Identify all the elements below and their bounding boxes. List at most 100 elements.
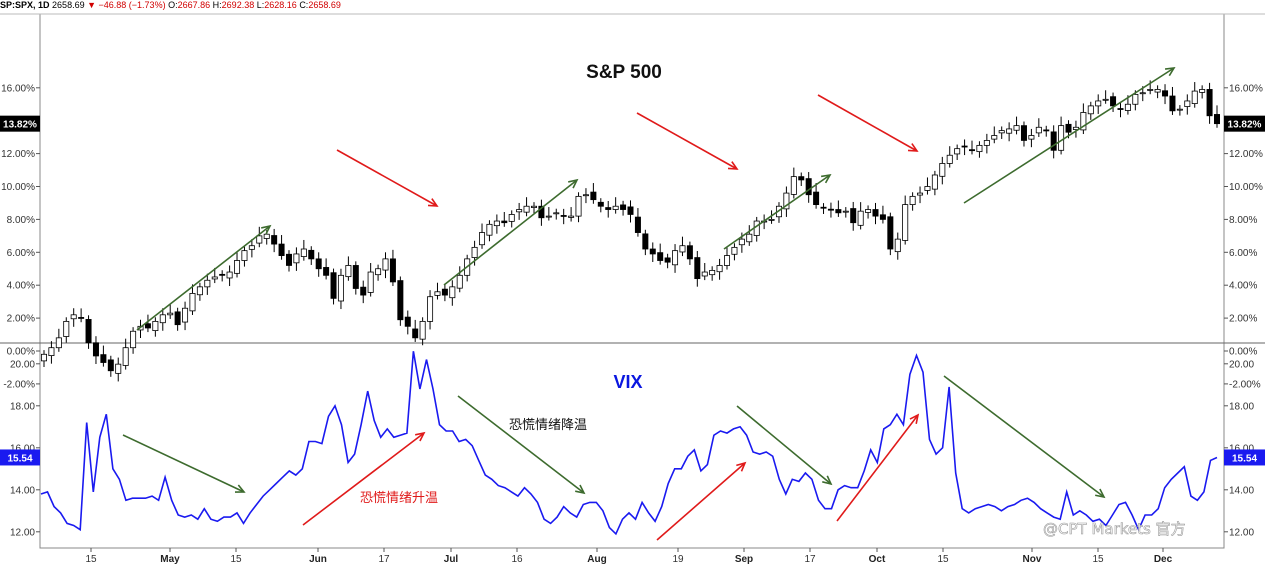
spx-tick-label-left: 2.00% (7, 314, 35, 325)
candle-up (1087, 105, 1094, 115)
x-tick-label: Jul (444, 554, 459, 565)
vix-down-arrow-shaft (457, 395, 585, 494)
candle-up (375, 268, 382, 276)
candle-down (389, 258, 396, 283)
spx-up-arrow (443, 178, 579, 286)
spx-title: S&P 500 (586, 62, 662, 83)
vix-tick-label-right: 12.00 (1229, 527, 1254, 538)
candle-down (642, 233, 649, 250)
spx-tick-label-right: 6.00% (1229, 248, 1257, 259)
candle-up (256, 235, 263, 244)
candle-up (842, 210, 849, 213)
candle-up (471, 246, 478, 258)
spx-down-arrow-head (427, 198, 439, 207)
vix-last-badge-text: 15.54 (7, 453, 32, 464)
x-tick-label: Dec (1154, 554, 1173, 565)
low-value: 2628.16 (264, 0, 297, 10)
spx-last-badge-text: 13.82% (3, 120, 37, 131)
vix-cooling-label: 恐慌情绪降温 (509, 418, 587, 433)
candle-up (909, 195, 916, 205)
candle-up (954, 148, 961, 155)
x-tick-label: 15 (230, 554, 242, 565)
candle-up (1184, 100, 1191, 107)
spx-last-badge-box (1224, 115, 1265, 132)
vix-up-arrow-head (415, 431, 426, 442)
candle-down (78, 317, 85, 319)
candle-down (85, 319, 92, 344)
close-value: 2658.69 (308, 0, 341, 10)
candle-up (582, 194, 589, 197)
spx-up-arrow-head (261, 224, 272, 235)
x-tick-label: 17 (804, 554, 816, 565)
candle-up (545, 215, 552, 218)
candle-down (397, 280, 404, 321)
candle-up (946, 154, 953, 164)
candle-up (516, 209, 523, 213)
candle-up (746, 233, 753, 243)
spx-tick-label-left: 8.00% (7, 215, 35, 226)
spx-down-arrow (817, 94, 919, 152)
candle-down (1110, 96, 1117, 107)
vix-rising-label: 恐慌情绪升温 (360, 491, 438, 506)
symbol-label: SP:SPX, 1D (0, 0, 50, 10)
spx-candles (41, 80, 1220, 382)
candle-up (196, 286, 203, 296)
vix-up-arrow-shaft (836, 414, 919, 522)
candle-up (1199, 89, 1206, 93)
spx-up-arrow-shaft (443, 179, 578, 286)
vix-up-arrow (302, 431, 426, 526)
candle-down (969, 149, 976, 152)
x-tick-label: 15 (85, 554, 97, 565)
candle-up (1154, 89, 1161, 93)
candle-down (92, 342, 99, 357)
candle-down (308, 249, 315, 260)
candle-up (983, 140, 990, 146)
candle-up (152, 320, 159, 332)
high-value: 2692.38 (221, 0, 255, 10)
candle-up (553, 212, 560, 215)
symbol-header: SP:SPX, 1D 2658.69 ▼ −46.88 (−1.73%) O:2… (0, 0, 800, 12)
candle-up (1132, 93, 1139, 105)
x-tick-label: 19 (672, 554, 684, 565)
candle-up (382, 258, 389, 271)
candle-down (352, 265, 359, 289)
candle-up (493, 220, 500, 227)
spx-up-arrow-head (820, 173, 832, 184)
spx-down-arrow (336, 149, 439, 207)
candle-up (41, 353, 47, 362)
candle-down (1206, 89, 1213, 117)
candle-down (501, 220, 508, 224)
candle-up (917, 192, 924, 196)
spx-up-arrow-head (1164, 67, 1176, 77)
vix-tick-label-left: 14.00 (10, 485, 35, 496)
candle-up (234, 260, 241, 274)
candle-down (820, 206, 827, 209)
candle-down (174, 311, 181, 326)
candle-down (827, 208, 834, 211)
candle-up (55, 337, 62, 349)
candle-up (568, 215, 575, 218)
candle-down (813, 191, 820, 205)
vix-tick-label-left: 18.00 (10, 401, 35, 412)
spx-down-arrow-shaft (336, 149, 438, 207)
candle-up (679, 245, 686, 253)
vix-down-arrow-shaft (736, 405, 832, 485)
candle-down (144, 323, 151, 329)
spx-tick-label-right: -2.00% (1229, 379, 1261, 390)
vix-down-arrow (122, 434, 246, 493)
x-tick-label: Jun (309, 554, 327, 565)
spx-tick-label-left: 6.00% (7, 248, 35, 259)
candle-up (865, 209, 872, 213)
candle-down (664, 257, 671, 263)
vix-down-arrow-shaft (122, 434, 245, 493)
candle-down (323, 267, 330, 276)
spx-up-arrow-shaft (963, 67, 1175, 204)
vix-tick-label-right: 16.00 (1229, 443, 1254, 454)
candle-up (894, 238, 901, 253)
spx-down-arrow-shaft (636, 112, 738, 170)
spx-tick-label-right: 2.00% (1229, 314, 1257, 325)
x-axis: 15 May 15 Jun 17 Jul 16 Aug 19 Sep 17 Oct 15 Nov 15 Dec (85, 548, 1173, 565)
spx-tick-label-left: 4.00% (7, 281, 35, 292)
watermark: @CPT Markets 官方 (1043, 520, 1186, 538)
candle-down (872, 209, 879, 217)
